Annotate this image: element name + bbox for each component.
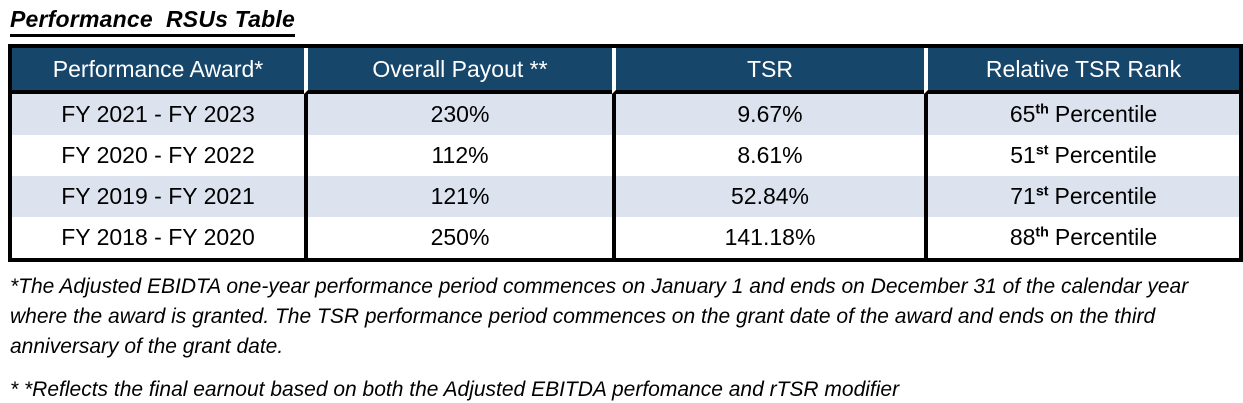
tsr-cell: 9.67% [612, 94, 924, 135]
rank-ordinal-suffix: th [1035, 101, 1049, 118]
award-cell: FY 2020 - FY 2022 [12, 135, 304, 176]
award-cell: FY 2021 - FY 2023 [12, 94, 304, 135]
award-cell: FY 2018 - FY 2020 [12, 217, 304, 258]
rank-cell: 71st Percentile [924, 176, 1239, 217]
rank-cell: 65th Percentile [924, 94, 1239, 135]
rank-cell: 51st Percentile [924, 135, 1239, 176]
header-row: Performance Award* Overall Payout ** TSR… [12, 48, 1239, 94]
rank-label: Percentile [1054, 142, 1157, 168]
rank-number: 71 [1010, 183, 1036, 209]
rank-ordinal-suffix: st [1035, 142, 1049, 159]
rank-label: Percentile [1054, 101, 1158, 127]
payout-cell: 250% [304, 217, 612, 258]
payout-cell: 121% [304, 176, 612, 217]
rank-ordinal-suffix: th [1035, 224, 1049, 241]
column-header-relative-tsr-rank: Relative TSR Rank [924, 48, 1239, 94]
table-row: FY 2019 - FY 2021 121% 52.84% 71st Percen… [12, 176, 1239, 217]
table-row: FY 2021 - FY 2023 230% 9.67% 65th Percent… [12, 94, 1239, 135]
rank-label: Percentile [1054, 183, 1157, 209]
rank-number: 65 [1009, 101, 1036, 127]
table-row: FY 2020 - FY 2022 112% 8.61% 51st Percent… [12, 135, 1239, 176]
tsr-cell: 52.84% [612, 176, 924, 217]
tsr-cell: 141.18% [612, 217, 924, 258]
table-body: FY 2021 - FY 2023 230% 9.67% 65th Percent… [12, 94, 1239, 258]
column-header-performance-award: Performance Award* [12, 48, 304, 94]
table-header: Performance Award* Overall Payout ** TSR… [12, 48, 1239, 94]
payout-cell: 112% [304, 135, 612, 176]
column-header-tsr: TSR [612, 48, 924, 94]
rank-ordinal-suffix: st [1035, 183, 1049, 200]
rank-number: 51 [1010, 142, 1036, 168]
rank-cell: 88th Percentile [924, 217, 1239, 258]
page-title: Performance RSUs Table [10, 6, 295, 37]
payout-cell: 230% [304, 94, 612, 135]
table-row: FY 2018 - FY 2020 250% 141.18% 88th Perce… [12, 217, 1239, 258]
footnote-earnout: * *Reflects the final earnout based on b… [10, 378, 900, 401]
footnote-performance-period: *The Adjusted EBIDTA one-year performanc… [10, 275, 1189, 358]
column-header-overall-payout: Overall Payout ** [304, 48, 612, 94]
rank-number: 88 [1009, 224, 1036, 250]
tsr-cell: 8.61% [612, 135, 924, 176]
award-cell: FY 2019 - FY 2021 [12, 176, 304, 217]
performance-rsus-table: Performance Award* Overall Payout ** TSR… [8, 44, 1243, 262]
rank-label: Percentile [1054, 224, 1158, 250]
